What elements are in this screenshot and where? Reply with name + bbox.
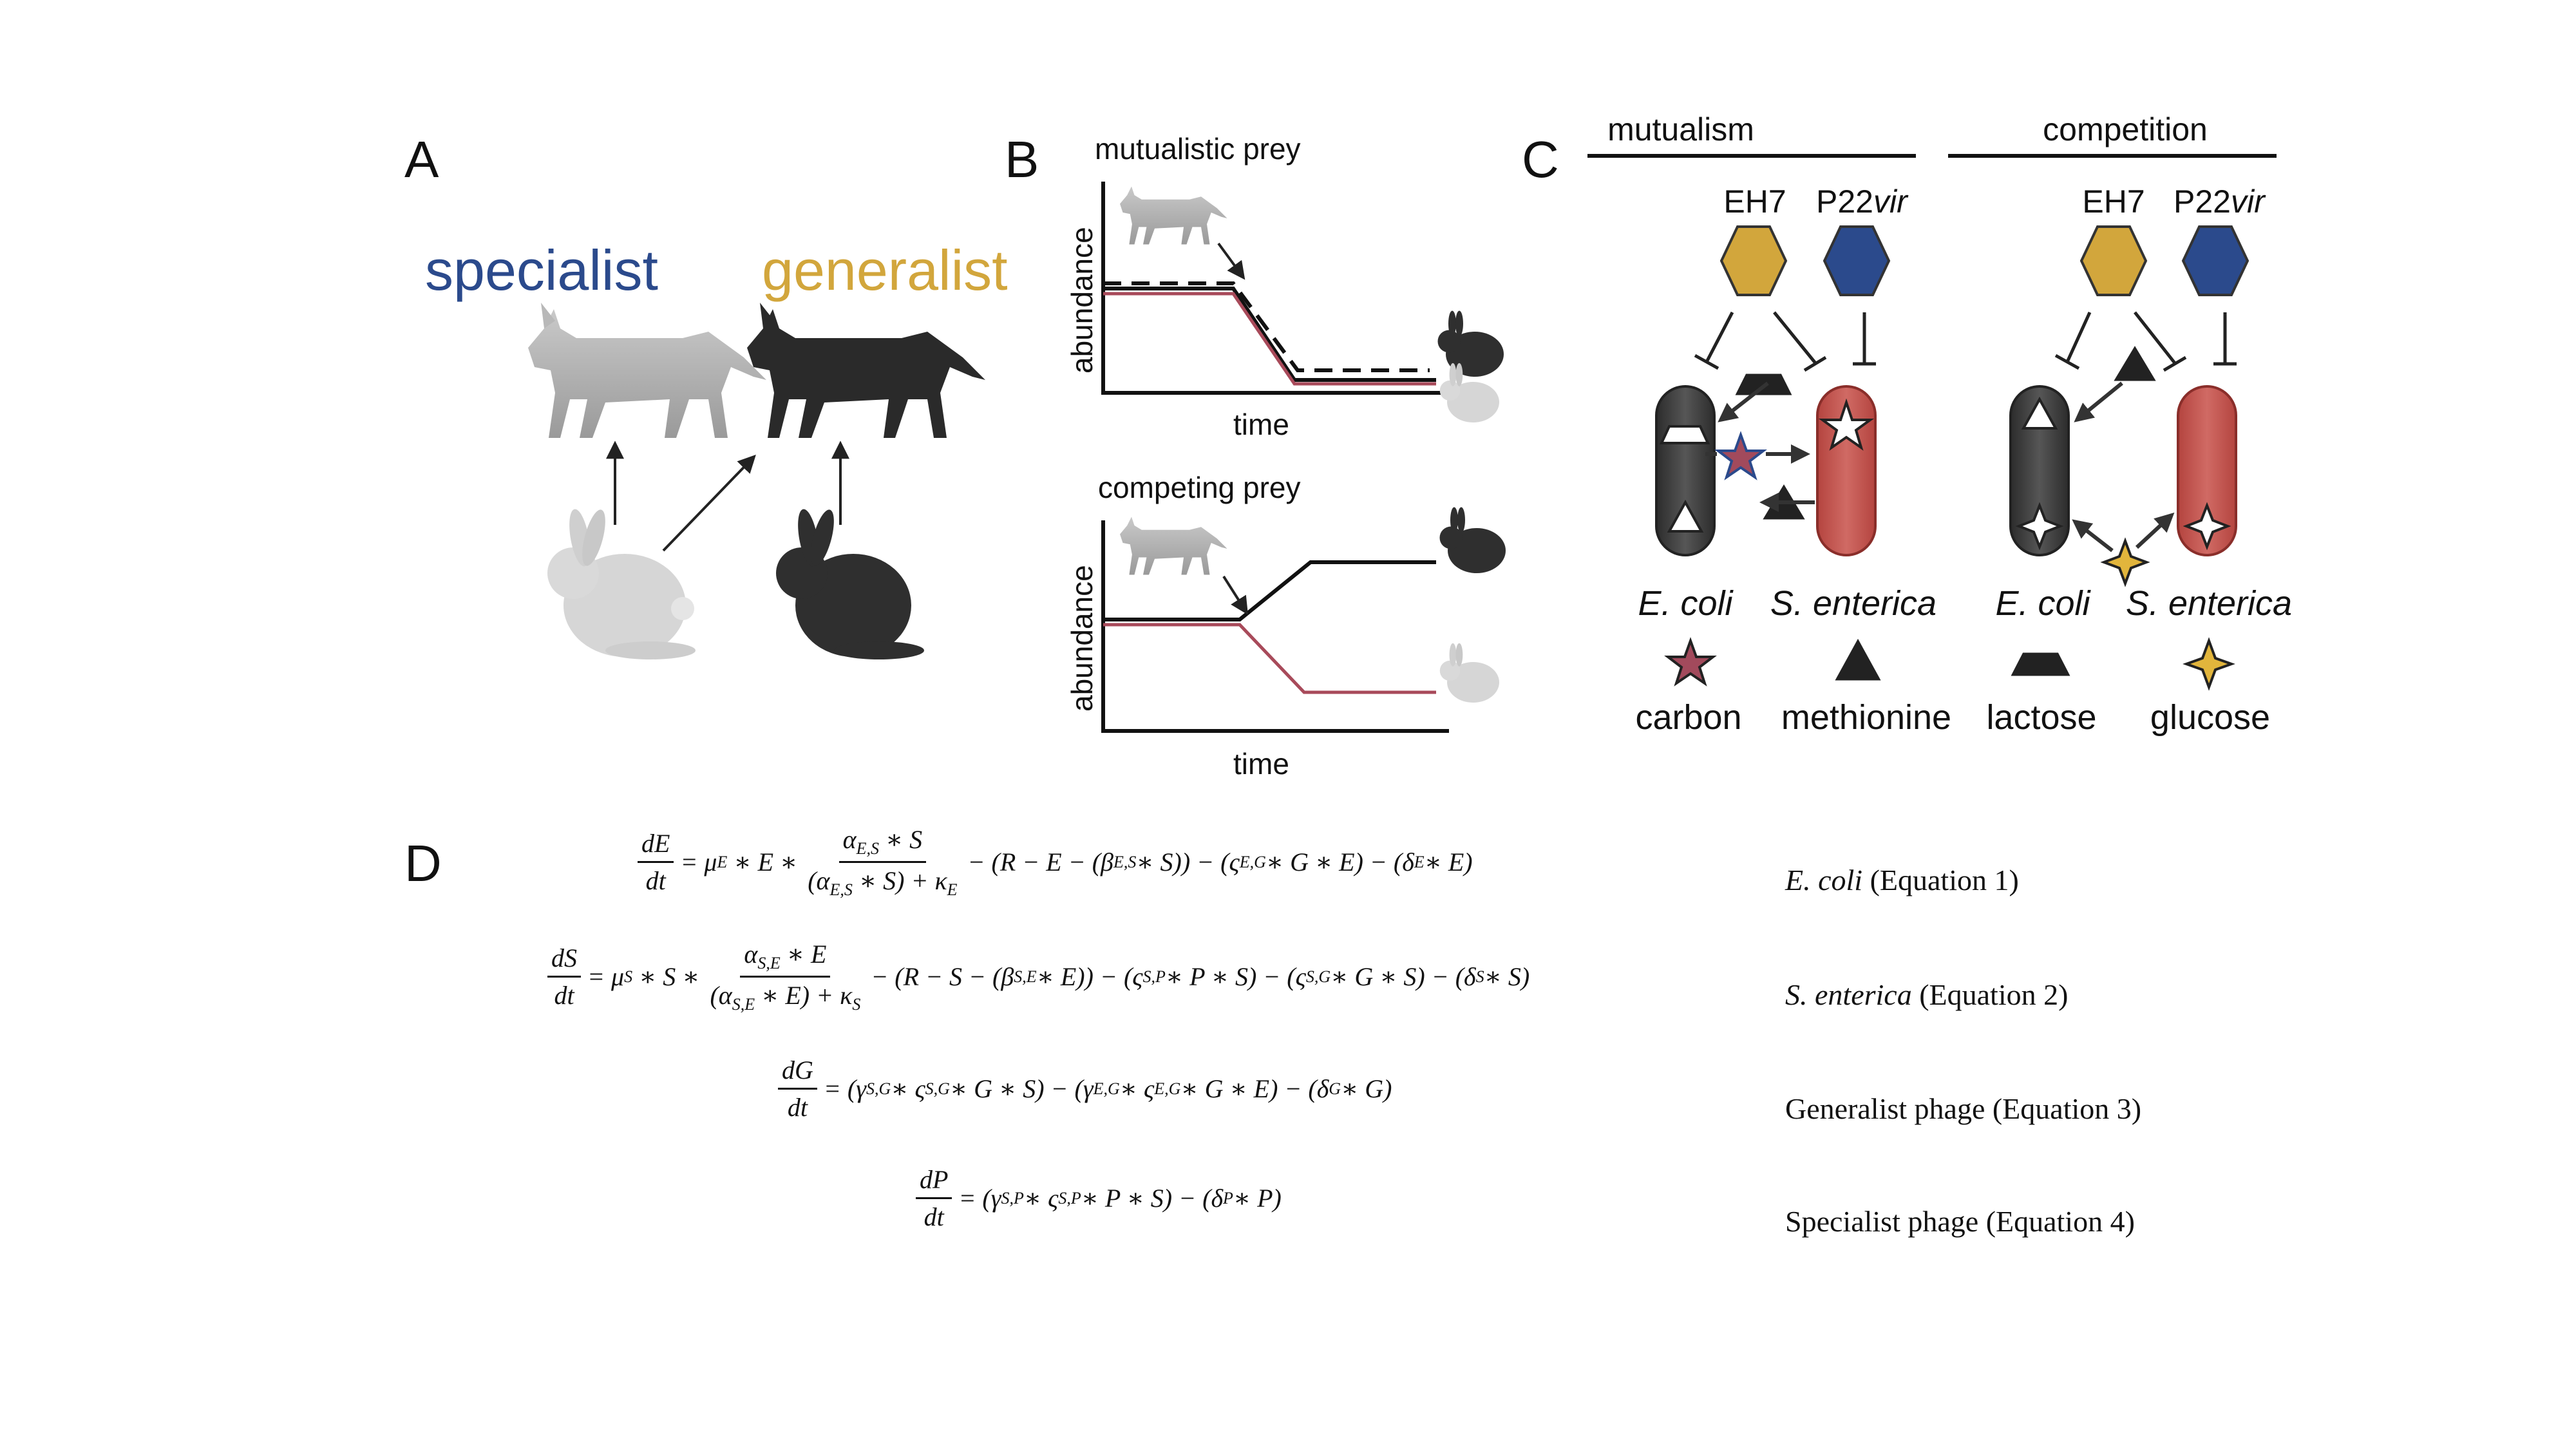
- dark-rabbit-icon: [776, 509, 924, 659]
- comp-ecoli-methionine-icon: [2021, 396, 2058, 430]
- legend-glucose-label: glucose: [2150, 698, 2270, 737]
- panel-a: specialist generalist: [425, 238, 1008, 659]
- eq1-fraction: αE,S ∗ S (αE,S ∗ S) + κE: [808, 825, 958, 899]
- mut-eh7-label: EH7: [1723, 184, 1786, 220]
- comp-p22vir-label: P22vir: [2174, 184, 2266, 220]
- equation-3-label: Generalist phage (Equation 3): [1785, 1092, 2142, 1125]
- plot-bottom-attack-arrow: [1222, 575, 1249, 615]
- mut-carbon-star-icon: [1714, 431, 1767, 480]
- grey-wolf-icon: [528, 303, 766, 438]
- specialist-label: specialist: [425, 238, 658, 302]
- plot-bottom-xlabel: time: [1233, 747, 1289, 781]
- comp-senterica-cell: [2177, 385, 2237, 556]
- mut-ecoli-methionine-icon: [1667, 499, 1704, 533]
- mut-senterica-cell: [1816, 385, 1877, 556]
- plot-bottom-dark-rabbit-icon: [1439, 507, 1506, 573]
- plot-bottom-title: competing prey: [1098, 471, 1301, 504]
- equation-3: dG dt = (γ S,G ∗ ς S,G ∗ G ∗ S) − (γ E,G ∗ ς…: [772, 1055, 1392, 1122]
- mut-arrow-lactose-to-ecoli: [1718, 381, 1769, 422]
- comp-arrow-glucose-to-ecoli: [2072, 519, 2114, 553]
- mut-p22vir-label: P22vir: [1816, 184, 1909, 220]
- competition-header: competition: [2043, 111, 2208, 147]
- legend-methionine-triangle-icon: [1835, 638, 1881, 681]
- comp-eh7-label: EH7: [2082, 184, 2145, 220]
- comp-inhibition-lines: [2054, 311, 2237, 372]
- eq2-lhs: dS dt: [547, 943, 581, 1010]
- plot-top-attack-arrow: [1217, 242, 1245, 280]
- plot-top-wolf-icon: [1120, 186, 1227, 245]
- comp-p22vir-hexagon-icon: [2181, 225, 2249, 296]
- comp-senterica-label: S. enterica: [2126, 584, 2292, 623]
- panel-c: mutualism competition EH7 P22vir: [1587, 111, 2292, 737]
- mut-inhibition-lines: [1694, 311, 1876, 372]
- mut-ecoli-label: E. coli: [1638, 584, 1734, 623]
- equation-2-label: S. enterica (Equation 2): [1785, 978, 2069, 1011]
- plot-bottom-ylabel: abundance: [1065, 565, 1099, 712]
- comp-methionine-triangle-icon: [2114, 346, 2156, 381]
- legend-glucose-four-point-star-icon: [2183, 637, 2235, 691]
- plot-top-dark-rabbit-icon: [1437, 310, 1504, 377]
- plot-top-white-rabbit-icon: [1439, 363, 1499, 422]
- plot-top-ylabel: abundance: [1065, 227, 1099, 374]
- mutualism-header: mutualism: [1607, 111, 1754, 147]
- plot-top-red-line: [1103, 292, 1436, 386]
- panel-b: mutualistic prey abundance time competin…: [1065, 132, 1506, 781]
- comp-arrow-methionine-to-ecoli: [2074, 381, 2123, 422]
- plot-bottom-axes: [1101, 520, 1449, 733]
- panel-letter-c: C: [1522, 131, 1559, 188]
- eq3-lhs: dG dt: [778, 1055, 817, 1122]
- eq2-fraction: αS,E ∗ E (αS,E ∗ E) + κS: [710, 940, 861, 1014]
- equation-1-label: E. coli (Equation 1): [1785, 864, 2019, 896]
- panel-letter-a: A: [404, 131, 439, 188]
- legend-lactose-trapezoid-icon: [2011, 652, 2070, 676]
- mut-eh7-hexagon-icon: [1719, 225, 1788, 296]
- equation-4: dP dt = (γ S,P ∗ ς S,P ∗ P ∗ S) − (δ P ∗ P): [909, 1164, 1282, 1232]
- comp-eh7-hexagon-icon: [2079, 225, 2148, 296]
- legend-carbon-label: carbon: [1635, 698, 1741, 737]
- panel-letter-b: B: [1005, 131, 1039, 188]
- legend-methionine-label: methionine: [1781, 698, 1951, 737]
- plot-top-xlabel: time: [1233, 408, 1289, 441]
- plot-bottom-black-line: [1103, 560, 1436, 621]
- comp-ecoli-glucose-icon: [2015, 502, 2064, 551]
- plot-top-title: mutualistic prey: [1095, 132, 1301, 166]
- equation-4-label: Specialist phage (Equation 4): [1785, 1205, 2135, 1238]
- comp-glucose-icon: [2100, 537, 2150, 587]
- legend-carbon-star-icon: [1664, 637, 1717, 687]
- eq1-lhs: dE dt: [638, 828, 674, 896]
- comp-senterica-glucose-icon: [2183, 502, 2231, 551]
- comp-ecoli-label: E. coli: [1995, 584, 2091, 623]
- plot-top-dashed-line: [1103, 281, 1430, 372]
- plot-bottom-white-rabbit-icon: [1439, 643, 1499, 703]
- dark-wolf-icon: [747, 303, 985, 438]
- panel-letter-d: D: [404, 835, 442, 892]
- arrow-white-rabbit-to-generalist: [662, 454, 756, 552]
- plot-top-axes: [1101, 182, 1449, 395]
- mut-p22vir-hexagon-icon: [1823, 225, 1891, 296]
- white-rabbit-icon: [547, 509, 696, 659]
- plot-bottom-wolf-icon: [1120, 516, 1227, 575]
- mut-senterica-star-icon: [1818, 398, 1875, 451]
- mut-ecoli-lactose-icon: [1659, 425, 1710, 444]
- legend-lactose-label: lactose: [1986, 698, 2096, 737]
- mut-senterica-label: S. enterica: [1770, 584, 1937, 623]
- eq4-lhs: dP dt: [916, 1164, 952, 1232]
- generalist-label: generalist: [762, 238, 1008, 302]
- plot-bottom-red-line: [1103, 623, 1436, 694]
- plot-top-black-line: [1103, 287, 1436, 382]
- comp-arrow-glucose-to-senterica: [2135, 512, 2175, 549]
